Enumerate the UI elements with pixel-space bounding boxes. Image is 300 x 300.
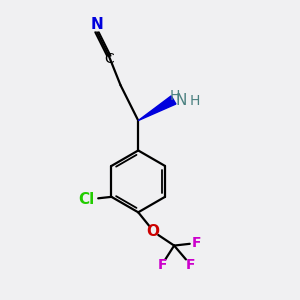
Text: C: C [104,52,114,66]
Polygon shape [138,96,176,121]
Text: F: F [186,258,195,272]
Text: Cl: Cl [78,192,94,207]
Text: H: H [190,94,200,107]
Text: H: H [170,88,180,103]
Text: N: N [176,93,187,108]
Text: O: O [146,224,159,239]
Text: F: F [158,258,167,272]
Text: N: N [91,17,103,32]
Text: F: F [191,236,201,250]
